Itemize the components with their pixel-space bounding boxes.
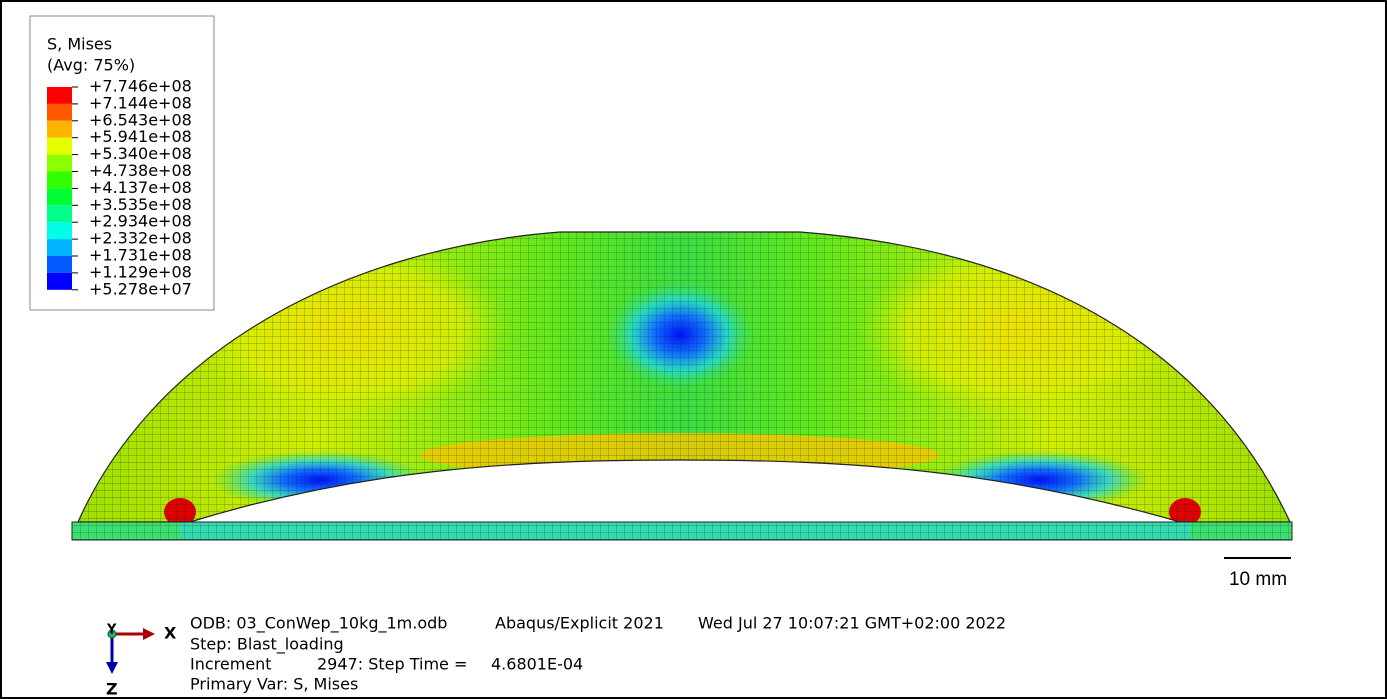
legend: +7.746e+08+7.144e+08+6.543e+08+5.941e+08… — [47, 77, 192, 298]
triad-x: X — [164, 624, 177, 643]
legend-swatch — [47, 103, 72, 121]
legend-label: +1.731e+08 — [89, 246, 192, 265]
info-step-time: 4.6801E-04 — [491, 655, 583, 674]
info-step: Step: Blast_loading — [190, 635, 344, 655]
info-increment-value: 2947: Step Time = — [317, 655, 467, 674]
legend-label: +7.144e+08 — [89, 93, 192, 112]
info-date: Wed Jul 27 10:07:21 GMT+02:00 2022 — [698, 614, 1006, 633]
triad: X Y Z — [106, 623, 177, 699]
scale-bar-label: 10 mm — [1229, 569, 1287, 590]
legend-title: S, Mises — [47, 35, 112, 54]
info-solver: Abaqus/Explicit 2021 — [495, 614, 664, 633]
legend-swatch — [47, 205, 72, 223]
legend-label: +4.738e+08 — [89, 161, 192, 180]
legend-label: +5.340e+08 — [89, 144, 192, 163]
legend-swatch — [47, 154, 72, 172]
legend-label: +5.278e+07 — [89, 279, 192, 298]
legend-swatch — [47, 256, 72, 273]
legend-label: +2.934e+08 — [89, 212, 192, 231]
legend-swatch — [47, 222, 72, 240]
legend-swatch — [47, 239, 72, 256]
legend-swatch — [47, 171, 72, 189]
legend-label: +6.543e+08 — [89, 110, 192, 129]
triad-y: Y — [106, 623, 117, 638]
legend-label: +4.137e+08 — [89, 178, 192, 197]
legend-swatch — [47, 272, 72, 290]
legend-swatch — [47, 120, 72, 138]
legend-label: +5.941e+08 — [89, 127, 192, 146]
legend-label: +3.535e+08 — [89, 195, 192, 214]
info-increment: Increment — [190, 655, 272, 674]
legend-label: +7.746e+08 — [89, 77, 192, 96]
legend-swatch — [47, 188, 72, 206]
legend-swatch — [47, 137, 72, 155]
info-odb: ODB: 03_ConWep_10kg_1m.odb — [190, 614, 447, 634]
triad-z: Z — [106, 680, 118, 699]
base-plate — [71, 521, 1293, 541]
legend-label: +2.332e+08 — [89, 229, 192, 248]
legend-swatch — [47, 87, 72, 104]
info-primary-var: Primary Var: S, Mises — [190, 675, 358, 694]
legend-title: (Avg: 75%) — [47, 56, 135, 75]
legend-label: +1.129e+08 — [89, 262, 192, 281]
